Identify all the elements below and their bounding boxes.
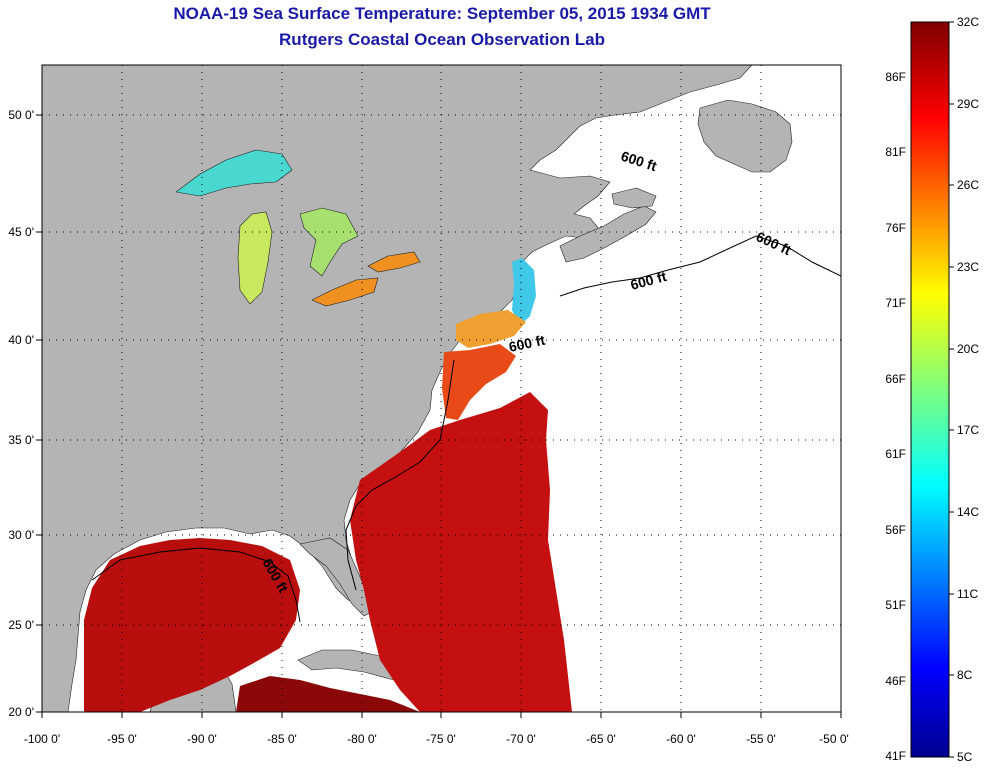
colorbar-celsius-label: 29C <box>957 97 979 111</box>
lake-erie <box>311 277 379 307</box>
lon-tick-label: -55 0' <box>746 732 776 746</box>
lon-tick-label: -90 0' <box>187 732 217 746</box>
lon-tick-label: -75 0' <box>426 732 456 746</box>
lat-tick-label: 45 0' <box>8 225 34 239</box>
graticule <box>42 65 841 712</box>
land-newfoundland <box>697 99 793 173</box>
sst-gulf-of-mexico-warm <box>84 538 300 712</box>
lat-tick-label: 40 0' <box>8 333 34 347</box>
colorbar-celsius-label: 11C <box>957 587 978 601</box>
colorbar-celsius-label: 5C <box>957 750 973 764</box>
colorbar-celsius-label: 8C <box>957 668 973 682</box>
lake-michigan <box>237 211 273 305</box>
land-florida <box>299 537 373 617</box>
colorbar-fahrenheit-label: 41F <box>885 749 906 763</box>
land-north-america <box>42 65 753 712</box>
colorbar-celsius-label: 23C <box>957 260 979 274</box>
colorbar-fahrenheit-label: 76F <box>885 221 906 235</box>
colorbar-fahrenheit-label: 66F <box>885 372 906 386</box>
lat-tick-label: 50 0' <box>8 108 34 122</box>
lon-tick-label: -85 0' <box>267 732 297 746</box>
sst-gulf-of-maine <box>512 258 536 326</box>
map-title: NOAA-19 Sea Surface Temperature: Septemb… <box>173 4 711 23</box>
isobath-600ft-contour <box>559 235 841 297</box>
contour-label: 600 ft <box>507 332 546 355</box>
lake-huron <box>299 207 359 277</box>
isobath-600ft-contour <box>91 547 301 623</box>
lon-tick-label: -95 0' <box>107 732 137 746</box>
land-cape-breton <box>611 187 657 209</box>
lon-tick-label: -100 0' <box>24 732 60 746</box>
colorbar-celsius-label: 14C <box>957 505 979 519</box>
colorbar-celsius-label: 20C <box>957 342 979 356</box>
lon-tick-label: -50 0' <box>819 732 849 746</box>
lon-tick-label: -80 0' <box>347 732 377 746</box>
colorbar-fahrenheit-label: 56F <box>885 523 906 537</box>
lon-tick-label: -60 0' <box>666 732 696 746</box>
colorbar-fahrenheit-label: 86F <box>885 70 906 84</box>
map-subtitle: Rutgers Coastal Ocean Observation Lab <box>279 30 605 49</box>
colorbar-fahrenheit-label: 61F <box>885 447 906 461</box>
axis-ticks <box>36 114 842 718</box>
isobath-600ft-contour <box>345 359 455 591</box>
colorbar-fahrenheit-label: 81F <box>885 145 906 159</box>
lake-ontario <box>367 251 421 273</box>
temperature-colorbar <box>910 21 950 758</box>
colorbar-celsius-label: 26C <box>957 178 979 192</box>
lat-tick-label: 25 0' <box>8 618 34 632</box>
sst-shelf-band <box>442 344 516 420</box>
colorbar-fahrenheit-label: 46F <box>885 674 906 688</box>
colorbar-ticks <box>949 21 954 758</box>
lat-tick-label: 35 0' <box>8 433 34 447</box>
sst-mid-atlantic-shelf <box>456 310 526 348</box>
lon-tick-label: -70 0' <box>506 732 536 746</box>
colorbar-fahrenheit-label: 51F <box>885 598 906 612</box>
lake-superior <box>175 149 293 197</box>
lat-tick-label: 20 0' <box>8 705 34 719</box>
lon-tick-label: -65 0' <box>586 732 616 746</box>
lat-tick-label: 30 0' <box>8 528 34 542</box>
colorbar-celsius-label: 17C <box>957 423 979 437</box>
land-nova-scotia <box>559 205 657 263</box>
colorbar-celsius-label: 32C <box>957 15 979 29</box>
colorbar-fahrenheit-label: 71F <box>885 296 906 310</box>
sst-caribbean-warm <box>236 676 420 712</box>
sst-gulf-stream-warm <box>350 392 572 712</box>
